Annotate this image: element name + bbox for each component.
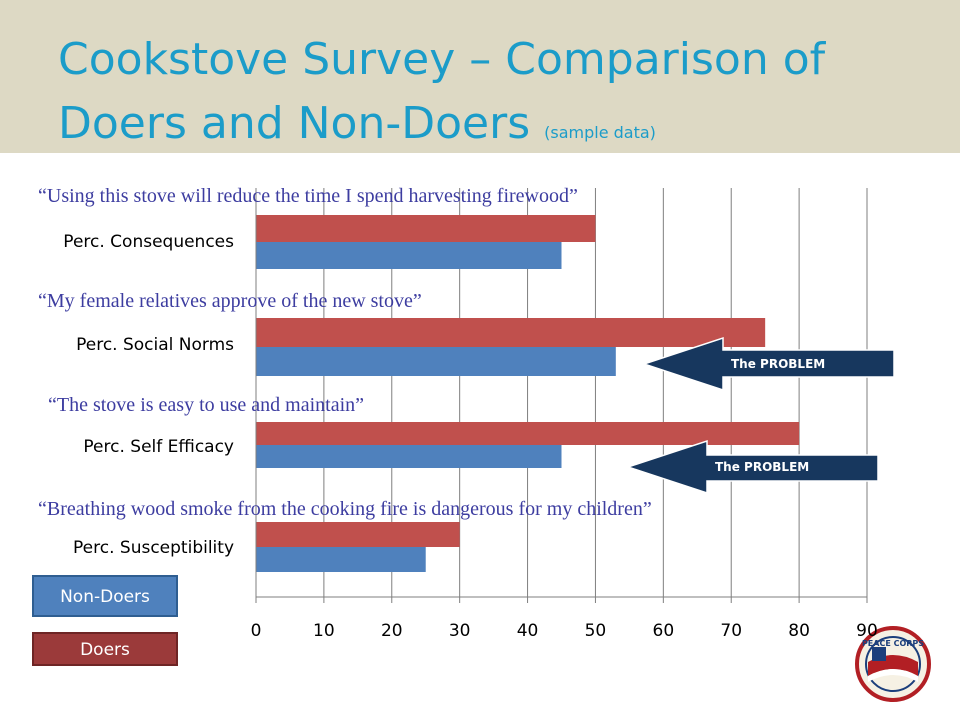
x-tick-label: 80 xyxy=(788,621,810,641)
title-band xyxy=(0,0,960,153)
slide-title-text: Doers and Non-Doers xyxy=(58,98,531,149)
category-label-consequences: Perc. Consequences xyxy=(63,232,234,252)
x-tick-label: 90 xyxy=(856,621,878,641)
slide-title: Cookstove Survey – Comparison of xyxy=(58,34,826,85)
problem-callout-1: The PROBLEM xyxy=(731,357,826,371)
problem-arrow-1 xyxy=(641,336,895,392)
quote-susceptibility: “Breathing wood smoke from the cooking f… xyxy=(38,498,652,520)
x-tick-label: 40 xyxy=(516,621,539,641)
quote-self-efficacy: “The stove is easy to use and maintain” xyxy=(48,394,365,416)
bar-non-doers-2 xyxy=(256,347,616,376)
bar-non-doers-3 xyxy=(256,445,562,468)
category-label-social-norms: Perc. Social Norms xyxy=(76,335,234,355)
bar-doers-3 xyxy=(256,422,800,445)
x-axis xyxy=(255,188,868,603)
bar-doers-4 xyxy=(256,522,460,547)
x-tick-label: 0 xyxy=(250,621,262,641)
problem-arrow-2 xyxy=(625,439,879,495)
category-label-susceptibility: Perc. Susceptibility xyxy=(73,538,234,558)
peace-corps-seal-icon: PEACE CORPS xyxy=(855,626,931,702)
bar-doers-1 xyxy=(256,215,596,242)
bar-doers-2 xyxy=(256,318,766,347)
problem-callout-2: The PROBLEM xyxy=(715,460,810,474)
category-label-self-efficacy: Perc. Self Efficacy xyxy=(83,437,234,457)
x-tick-label: 30 xyxy=(448,621,471,641)
bar-non-doers-1 xyxy=(256,242,562,269)
x-tick-label: 50 xyxy=(584,621,607,641)
slide-subtitle: (sample data) xyxy=(544,123,656,142)
legend-doers: Doers xyxy=(32,632,178,666)
legend-non-doers: Non-Doers xyxy=(32,575,178,617)
x-tick-label: 10 xyxy=(313,621,335,641)
bars xyxy=(256,215,800,572)
bar-non-doers-4 xyxy=(256,547,426,572)
x-tick-label: 70 xyxy=(720,621,743,641)
svg-text:PEACE CORPS: PEACE CORPS xyxy=(862,639,924,648)
quote-social-norms: “My female relatives approve of the new … xyxy=(38,290,422,312)
problem-arrows xyxy=(625,336,895,495)
x-tick-label: 20 xyxy=(380,621,403,641)
quote-consequences: “Using this stove will reduce the time I… xyxy=(38,185,578,207)
slide-title-line2: Doers and Non-Doers (sample data) xyxy=(58,98,656,159)
x-tick-label: 60 xyxy=(652,621,675,641)
